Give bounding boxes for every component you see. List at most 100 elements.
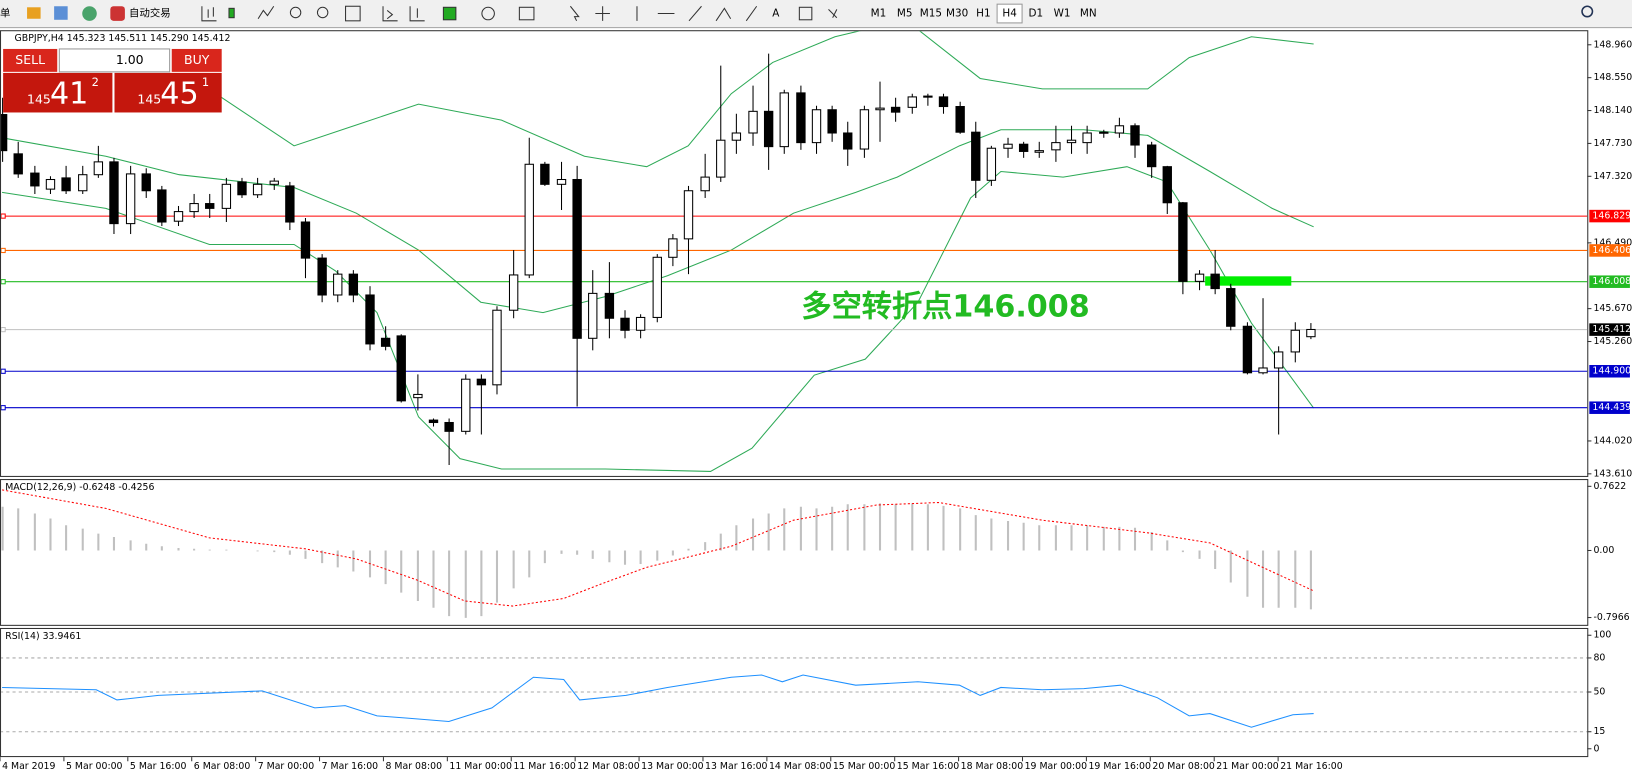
main-plot (1, 31, 1588, 472)
sell-price-big: 145 (27, 91, 51, 106)
level-label-bg (1589, 365, 1630, 378)
timeframe-button[interactable]: H4 (1002, 8, 1017, 20)
candle-body (811, 109, 822, 144)
candle-body (428, 419, 439, 424)
lots-value[interactable]: 1.00 (116, 52, 144, 67)
icon[interactable] (442, 6, 457, 21)
buy-price-sup: 1 (202, 75, 209, 89)
icon[interactable] (481, 6, 495, 21)
candle-body (285, 185, 295, 223)
candle-body (843, 132, 853, 150)
candle-body (907, 96, 917, 108)
text-tool[interactable]: A (772, 8, 780, 20)
icon[interactable] (289, 6, 302, 19)
sell-price-box[interactable] (3, 72, 113, 113)
candle-body (620, 317, 630, 331)
y-tick-label: 145.260 (1593, 336, 1632, 347)
candle-body (955, 106, 965, 133)
x-tick-label: 5 Mar 16:00 (130, 761, 187, 772)
timeframe-active (996, 3, 1023, 24)
candle-body (1018, 143, 1029, 152)
icon[interactable] (54, 6, 68, 20)
x-tick-label: 12 Mar 08:00 (577, 761, 640, 772)
level-handle (1, 279, 6, 285)
x-tick-label: 20 Mar 08:00 (1152, 761, 1215, 772)
icon[interactable] (82, 6, 97, 21)
candle-body (45, 178, 56, 190)
icon[interactable] (257, 5, 275, 20)
macd-panel (0, 479, 1589, 626)
candle-body (93, 161, 104, 176)
icon[interactable] (798, 6, 813, 21)
search-icon[interactable] (1581, 5, 1594, 18)
candle-body (668, 238, 678, 258)
sell-price-sup: 2 (92, 75, 99, 89)
level-handle (1, 213, 6, 219)
timeframe-button[interactable]: M30 (946, 8, 968, 20)
y-tick-label: 100 (1593, 630, 1611, 641)
candle-body (300, 221, 311, 259)
candle-body (1099, 131, 1109, 134)
icon[interactable] (27, 7, 41, 19)
sell-price-main: 41 (50, 76, 88, 111)
x-tick-label: 13 Mar 00:00 (641, 761, 704, 772)
candle-body (859, 109, 870, 150)
x-tick-label: 4 Mar 2019 (2, 761, 55, 772)
candle-body (1178, 202, 1188, 282)
icon[interactable] (409, 6, 425, 22)
candle-body (252, 183, 263, 196)
y-tick-label: 146.490 (1593, 237, 1632, 248)
candle-body (13, 153, 23, 175)
icon[interactable] (316, 6, 329, 19)
timeframe-button[interactable]: H1 (976, 8, 990, 20)
candle-body (1273, 351, 1284, 369)
icon[interactable] (345, 5, 361, 22)
icon[interactable] (201, 6, 217, 22)
icon[interactable] (569, 5, 580, 22)
timeframe-button[interactable]: M1 (871, 8, 887, 20)
timeframe-button[interactable]: M5 (897, 8, 913, 20)
candle-body (716, 139, 726, 178)
timeframe-button[interactable]: W1 (1054, 8, 1071, 20)
buy-price-main: 45 (160, 76, 198, 111)
candle-body (444, 421, 454, 432)
y-tick-label: 147.320 (1593, 171, 1632, 182)
timeframe-button[interactable]: D1 (1029, 8, 1044, 20)
timeframe-button[interactable]: MN (1080, 8, 1097, 20)
autotrade-button[interactable]: 自动交易 (129, 7, 171, 20)
candle-body (890, 106, 901, 113)
y-tick-label: 147.730 (1593, 138, 1632, 149)
candle-body (1130, 125, 1140, 146)
lots-field[interactable] (58, 48, 171, 73)
candle-body (269, 180, 279, 185)
y-tick-label: 0.7622 (1593, 481, 1626, 492)
buy-price-box[interactable] (114, 72, 222, 113)
candle-body (875, 107, 885, 111)
timeframe-button[interactable]: M15 (920, 8, 942, 20)
candle-body (556, 178, 567, 185)
icon[interactable] (518, 6, 535, 21)
buy-label[interactable]: BUY (184, 52, 210, 67)
sell-label[interactable]: SELL (15, 52, 45, 67)
sell-button[interactable] (3, 48, 58, 72)
candle-body (348, 273, 359, 296)
x-tick-label: 7 Mar 16:00 (322, 761, 379, 772)
axes: 148.960 148.550 148.140 147.730 147.320 146.4… (0, 39, 1632, 772)
icon[interactable] (382, 6, 398, 22)
autotrade-icon[interactable] (110, 6, 125, 21)
y-tick-label: 148.550 (1593, 72, 1632, 83)
macd-plot (1, 489, 1314, 618)
level-label: 146.829 (1592, 211, 1631, 222)
icon[interactable] (595, 5, 758, 22)
x-tick-label: 14 Mar 08:00 (769, 761, 832, 772)
signal-line (1, 489, 1314, 607)
icon[interactable] (828, 9, 838, 19)
buy-button[interactable] (171, 48, 222, 72)
level-label-bg (1589, 209, 1630, 223)
candle-body (1003, 143, 1013, 149)
y-tick-label: 148.140 (1593, 105, 1632, 116)
x-tick-label: 11 Mar 16:00 (513, 761, 576, 772)
menu-stub[interactable]: 单 (0, 8, 10, 20)
icon[interactable] (228, 7, 235, 19)
